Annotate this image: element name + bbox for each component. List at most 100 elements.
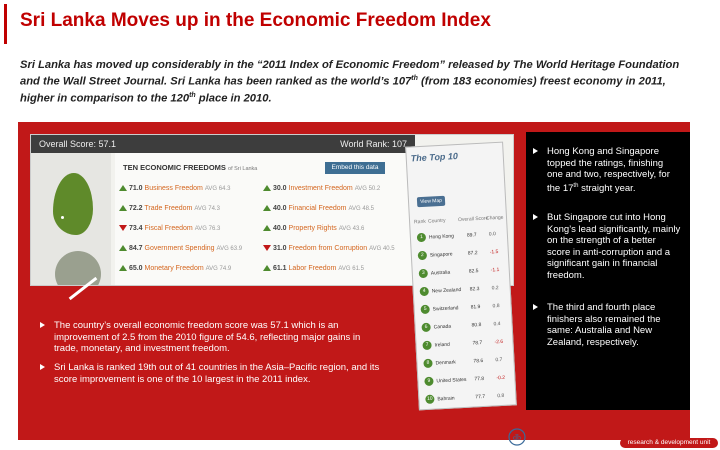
freedom-average: AVG 43.6 bbox=[338, 226, 365, 232]
right-bullet-1: Hong Kong and Singapore topped the ratin… bbox=[533, 146, 681, 194]
freedom-score: 84.7 bbox=[128, 245, 143, 252]
score-change: 0.8 bbox=[497, 392, 505, 400]
country-name: Canada bbox=[433, 323, 452, 331]
freedom-row: 72.2 Trade Freedom AVG 74.3 bbox=[119, 203, 220, 214]
arrow-up-icon bbox=[263, 265, 271, 272]
freedom-name: Property Rights bbox=[288, 225, 337, 232]
freedom-name: Freedom from Corruption bbox=[288, 245, 368, 252]
top10-row: 10 Bahrain 77.7 0.8 bbox=[423, 387, 512, 410]
intro-sup-1: th bbox=[411, 75, 418, 82]
score-change: -1.1 bbox=[490, 266, 500, 274]
freedom-score: 40.0 bbox=[272, 225, 287, 232]
country-score: 78.6 bbox=[473, 357, 484, 365]
overall-score: Overall Score: 57.1 bbox=[39, 139, 117, 149]
freedom-row: 40.0 Financial Freedom AVG 48.5 bbox=[263, 203, 374, 214]
freedom-average: AVG 76.3 bbox=[194, 226, 221, 232]
freedom-name: Government Spending bbox=[144, 245, 215, 252]
arrow-up-icon bbox=[119, 245, 127, 252]
arrow-up-icon bbox=[119, 185, 127, 192]
col-change-header: Change bbox=[485, 214, 504, 222]
intro-sup-2: th bbox=[189, 91, 196, 99]
left-bullet-1: The country’s overall economic freedom s… bbox=[40, 320, 386, 355]
bullet-arrow-icon bbox=[533, 214, 538, 220]
freedom-score: 61.1 bbox=[272, 265, 287, 272]
freedoms-title: TEN ECONOMIC FREEDOMS of Sri Lanka bbox=[123, 163, 257, 172]
freedom-row: 84.7 Government Spending AVG 63.9 bbox=[119, 243, 242, 254]
right-bullet-1-text-end: straight year. bbox=[578, 182, 636, 194]
freedom-score: 40.0 bbox=[272, 205, 287, 212]
arrow-down-icon bbox=[263, 245, 271, 252]
arrow-up-icon bbox=[263, 185, 271, 192]
freedom-row: 40.0 Property Rights AVG 43.6 bbox=[263, 223, 364, 234]
freedom-score: 73.4 bbox=[128, 225, 143, 232]
rank-badge: 1 bbox=[416, 232, 427, 243]
sri-lanka-map bbox=[31, 153, 111, 285]
rank-badge: 10 bbox=[425, 394, 435, 405]
rank-badge: 8 bbox=[423, 358, 433, 369]
arrow-up-icon bbox=[263, 205, 271, 212]
intro-text-2: (from 183 economies) freest economy in 2… bbox=[20, 75, 666, 105]
arrow-up-icon bbox=[263, 225, 271, 232]
country-name: New Zealand bbox=[431, 287, 462, 295]
freedom-row: 30.0 Investment Freedom AVG 50.2 bbox=[263, 183, 380, 194]
country-name: Australia bbox=[430, 269, 451, 277]
country-name: Hong Kong bbox=[428, 233, 455, 241]
freedom-row: 71.0 Business Freedom AVG 64.3 bbox=[119, 183, 230, 194]
freedom-score: 72.2 bbox=[128, 205, 143, 212]
world-rank: World Rank: 107 bbox=[340, 139, 407, 149]
score-change: -0.2 bbox=[496, 374, 506, 382]
right-bullet-3-text: The third and fourth place finishers als… bbox=[547, 302, 661, 348]
col-country-header: Country bbox=[427, 217, 446, 225]
freedom-name: Labor Freedom bbox=[288, 265, 337, 272]
rank-badge: 2 bbox=[417, 250, 428, 261]
left-bullet-1-text: The country’s overall economic freedom s… bbox=[54, 320, 361, 354]
freedom-average: AVG 64.3 bbox=[204, 186, 231, 192]
rank-badge: 3 bbox=[418, 268, 429, 279]
right-bullet-2: But Singapore cut into Hong Kong’s lead … bbox=[533, 212, 681, 281]
right-bullet-1-text: Hong Kong and Singapore topped the ratin… bbox=[547, 146, 670, 194]
top10-title: The Top 10 bbox=[410, 151, 459, 164]
rank-badge: 9 bbox=[424, 376, 434, 387]
freedoms-title-text: TEN ECONOMIC FREEDOMS bbox=[123, 163, 226, 172]
bullet-arrow-icon bbox=[40, 322, 45, 328]
country-score: 81.9 bbox=[470, 304, 481, 311]
score-change: 0.2 bbox=[491, 285, 499, 292]
intro-text-1: Sri Lanka has moved up considerably in t… bbox=[20, 59, 680, 88]
page-title: Sri Lanka Moves up in the Economic Freed… bbox=[20, 10, 491, 31]
col-score-header: Overall Score bbox=[457, 215, 489, 224]
view-map-button[interactable]: View Map bbox=[416, 195, 446, 208]
freedom-score: 31.0 bbox=[272, 245, 287, 252]
svg-text:db: db bbox=[513, 433, 521, 442]
freedom-average: AVG 48.5 bbox=[348, 206, 375, 212]
country-score: 89.7 bbox=[466, 232, 477, 239]
arrow-up-icon bbox=[119, 205, 127, 212]
country-name: Ireland bbox=[434, 341, 451, 349]
score-header: Overall Score: 57.1 World Rank: 107 bbox=[31, 135, 415, 153]
freedom-average: AVG 74.9 bbox=[205, 266, 232, 272]
country-score: 78.7 bbox=[472, 339, 483, 347]
bullet-arrow-icon bbox=[40, 364, 45, 370]
freedom-row: 73.4 Fiscal Freedom AVG 76.3 bbox=[119, 223, 220, 234]
freedom-average: AVG 63.9 bbox=[216, 246, 243, 252]
right-bullet-3: The third and fourth place finishers als… bbox=[533, 302, 681, 348]
country-name: Denmark bbox=[435, 359, 456, 367]
freedom-name: Trade Freedom bbox=[144, 205, 193, 212]
rank-badge: 7 bbox=[422, 340, 432, 351]
rank-badge: 5 bbox=[420, 304, 430, 315]
country-name: United States bbox=[436, 376, 467, 385]
company-logo: db bbox=[508, 428, 526, 446]
embed-data-button[interactable]: Embed this data bbox=[325, 162, 385, 174]
freedom-row: 65.0 Monetary Freedom AVG 74.9 bbox=[119, 263, 231, 274]
rank-badge: 4 bbox=[419, 286, 429, 297]
intro-text-3: place in 2010. bbox=[195, 92, 272, 105]
rank-badge: 6 bbox=[421, 322, 431, 333]
freedom-score: 71.0 bbox=[128, 185, 143, 192]
freedoms-subtitle: of Sri Lanka bbox=[228, 166, 258, 172]
score-change: 0.8 bbox=[492, 303, 500, 310]
freedom-name: Financial Freedom bbox=[288, 205, 347, 212]
arrow-up-icon bbox=[119, 265, 127, 272]
freedoms-table: TEN ECONOMIC FREEDOMS of Sri Lanka Embed… bbox=[115, 153, 415, 285]
island-shape bbox=[53, 173, 93, 235]
freedom-score: 30.0 bbox=[272, 185, 287, 192]
country-name: Switzerland bbox=[432, 305, 459, 313]
